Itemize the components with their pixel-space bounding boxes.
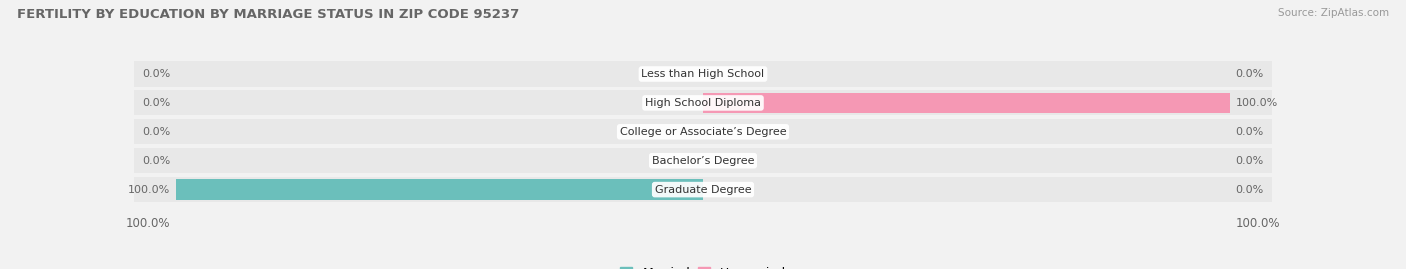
Text: Graduate Degree: Graduate Degree bbox=[655, 185, 751, 194]
Text: College or Associate’s Degree: College or Associate’s Degree bbox=[620, 127, 786, 137]
Text: 0.0%: 0.0% bbox=[142, 127, 170, 137]
Text: 0.0%: 0.0% bbox=[1236, 127, 1264, 137]
Text: 0.0%: 0.0% bbox=[1236, 185, 1264, 194]
Legend: Married, Unmarried: Married, Unmarried bbox=[614, 262, 792, 269]
Bar bbox=[176, 179, 703, 200]
Bar bbox=[134, 148, 1272, 173]
Text: Bachelor’s Degree: Bachelor’s Degree bbox=[652, 156, 754, 166]
Text: 0.0%: 0.0% bbox=[1236, 156, 1264, 166]
Text: 100.0%: 100.0% bbox=[127, 217, 170, 230]
Text: Less than High School: Less than High School bbox=[641, 69, 765, 79]
Bar bbox=[703, 93, 1230, 113]
Text: 0.0%: 0.0% bbox=[142, 98, 170, 108]
Text: 100.0%: 100.0% bbox=[1236, 217, 1279, 230]
Bar bbox=[134, 177, 1272, 202]
Text: 100.0%: 100.0% bbox=[1236, 98, 1278, 108]
Text: FERTILITY BY EDUCATION BY MARRIAGE STATUS IN ZIP CODE 95237: FERTILITY BY EDUCATION BY MARRIAGE STATU… bbox=[17, 8, 519, 21]
Text: 100.0%: 100.0% bbox=[128, 185, 170, 194]
Text: 0.0%: 0.0% bbox=[142, 156, 170, 166]
Bar bbox=[134, 119, 1272, 144]
Text: High School Diploma: High School Diploma bbox=[645, 98, 761, 108]
Text: Source: ZipAtlas.com: Source: ZipAtlas.com bbox=[1278, 8, 1389, 18]
Text: 0.0%: 0.0% bbox=[142, 69, 170, 79]
Bar bbox=[134, 90, 1272, 115]
Text: 0.0%: 0.0% bbox=[1236, 69, 1264, 79]
Bar bbox=[134, 61, 1272, 87]
